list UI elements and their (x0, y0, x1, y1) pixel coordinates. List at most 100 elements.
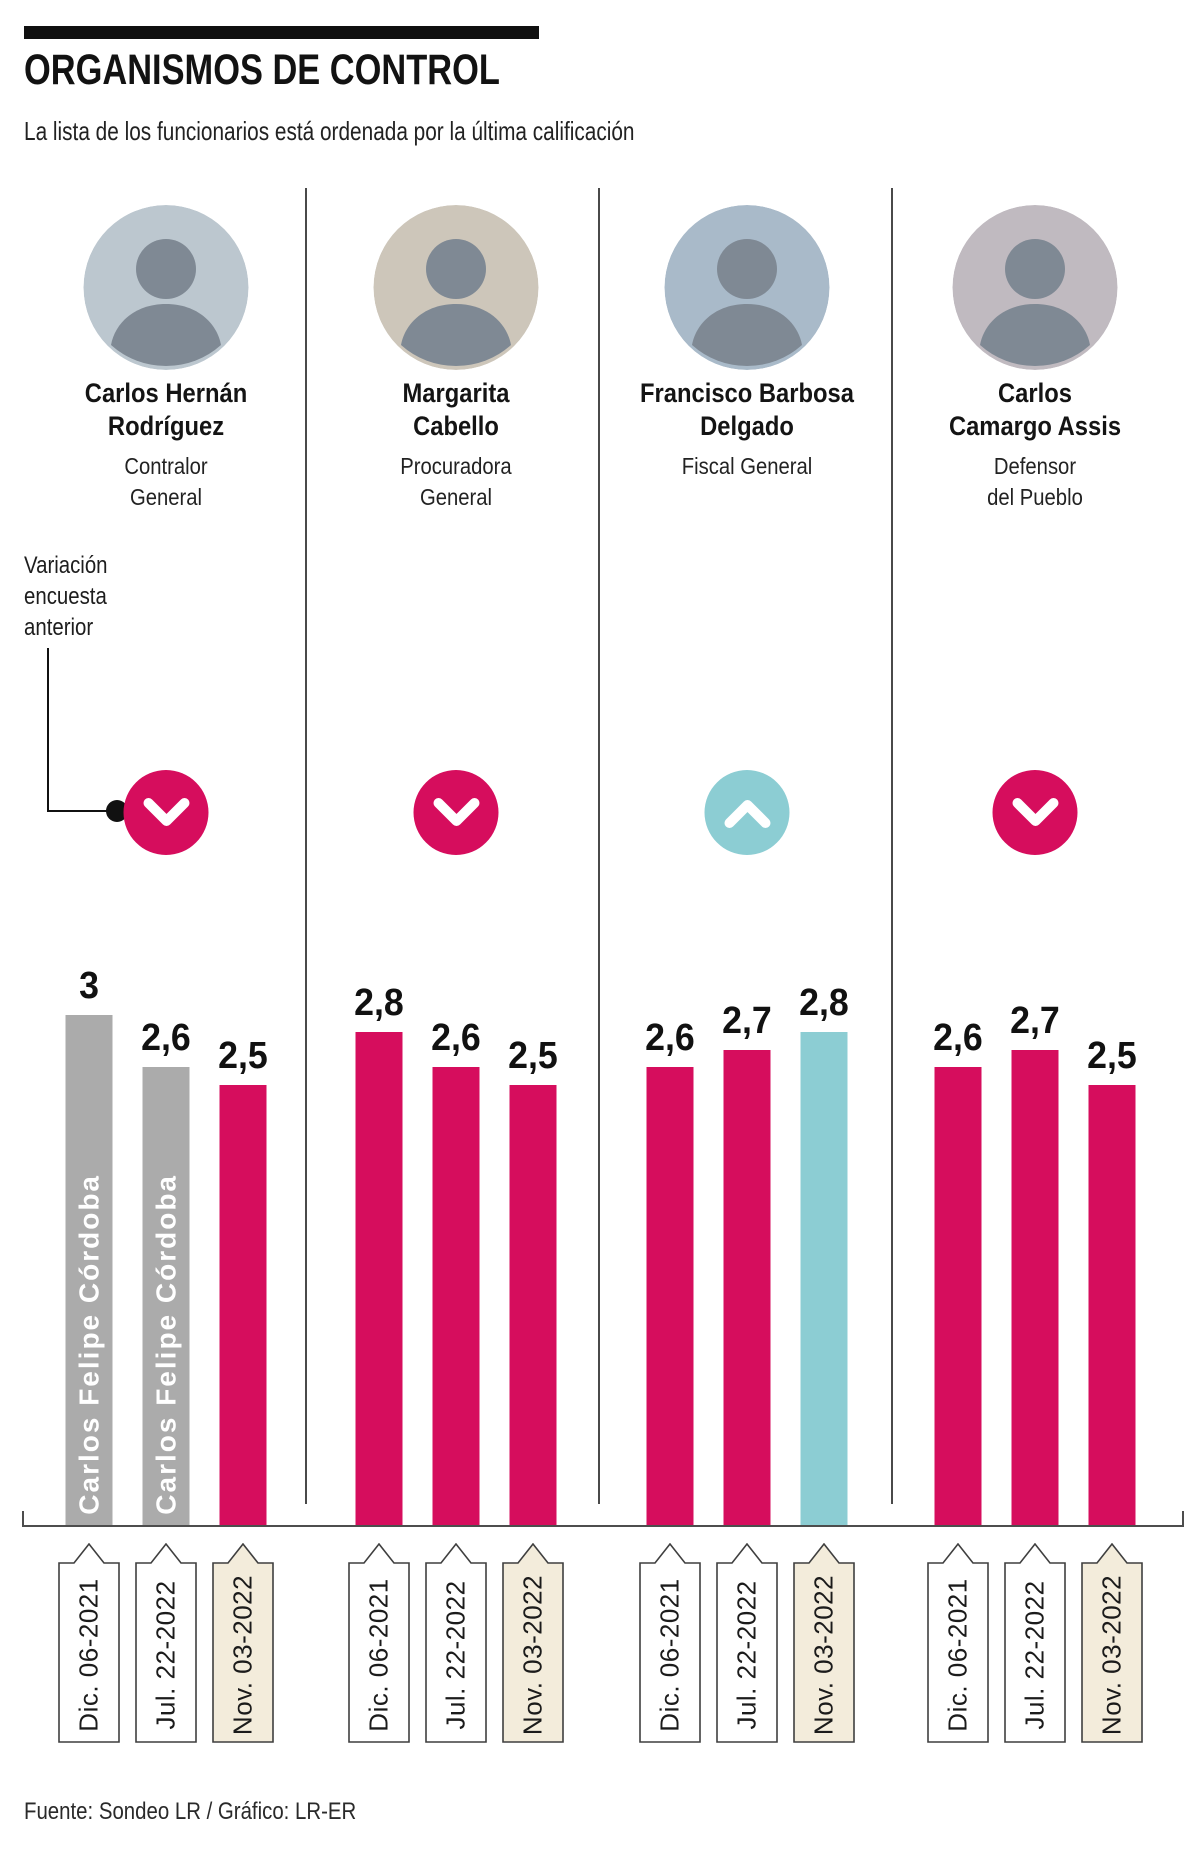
bar-slot: 3 Carlos Felipe Córdoba (65, 965, 113, 1525)
official-role: Procuradora General (400, 453, 512, 510)
bar-group: 2,6 2,7 2,5 (933, 965, 1137, 1525)
value-label: 3 (79, 965, 99, 1007)
date-tag-label: Jul. 22-2022 (150, 1580, 181, 1730)
portrait-photo (83, 205, 249, 370)
date-tag-row: Dic. 06-2021 Jul. 22-2022 Nov. 03-2022 (639, 1543, 855, 1743)
date-tag: Dic. 06-2021 (639, 1543, 701, 1743)
bar-group: 3 Carlos Felipe Córdoba 2,6 Carlos Felip… (65, 965, 268, 1525)
date-tag: Nov. 03-2022 (212, 1543, 274, 1743)
official-column: Margarita Cabello Procuradora General 2,… (306, 205, 606, 1743)
variation-annotation-label: Variación encuesta anterior (24, 552, 108, 641)
page-subtitle: La lista de los funcionarios está ordena… (24, 116, 635, 146)
value-label: 2,7 (1010, 1000, 1060, 1042)
official-role: Defensor del Pueblo (987, 453, 1083, 510)
date-tag-label: Nov. 03-2022 (1096, 1574, 1127, 1736)
official-role: Contralor General (124, 453, 208, 510)
bar-inner-label: Carlos Felipe Córdoba (150, 1174, 181, 1515)
bar-slot: 2,5 (218, 965, 268, 1525)
chevron-up-icon (724, 799, 770, 828)
value-label: 2,8 (354, 982, 404, 1024)
bar-group: 2,6 2,7 2,8 (645, 965, 849, 1525)
date-tag-label: Nov. 03-2022 (517, 1574, 548, 1736)
date-tag: Dic. 06-2021 (58, 1543, 120, 1743)
variation-indicator (992, 770, 1078, 855)
bar-slot: 2,6 Carlos Felipe Córdoba (141, 965, 191, 1525)
official-column: Carlos Hernán Rodríguez Contralor Genera… (16, 205, 316, 1743)
rating-bar: Carlos Felipe Córdoba (142, 1067, 190, 1525)
rating-bar (1088, 1085, 1136, 1525)
bar-group: 2,8 2,6 2,5 (354, 965, 558, 1525)
official-column: Francisco Barbosa Delgado Fiscal General… (597, 205, 897, 1743)
chevron-down-icon (433, 797, 479, 826)
column-divider (598, 188, 600, 1504)
bar-slot: 2,7 (1010, 965, 1060, 1525)
date-tag: Nov. 03-2022 (1081, 1543, 1143, 1743)
person-silhouette-icon (373, 205, 539, 370)
value-label: 2,6 (645, 1017, 695, 1059)
date-tag-row: Dic. 06-2021 Jul. 22-2022 Nov. 03-2022 (58, 1543, 274, 1743)
date-tag-label: Jul. 22-2022 (731, 1580, 762, 1730)
date-tag-row: Dic. 06-2021 Jul. 22-2022 Nov. 03-2022 (348, 1543, 564, 1743)
portrait-photo (952, 205, 1118, 370)
column-divider (891, 188, 893, 1504)
date-tag-row: Dic. 06-2021 Jul. 22-2022 Nov. 03-2022 (927, 1543, 1143, 1743)
variation-indicator (704, 770, 790, 855)
value-label: 2,5 (508, 1035, 558, 1077)
date-tag: Dic. 06-2021 (348, 1543, 410, 1743)
date-tag: Dic. 06-2021 (927, 1543, 989, 1743)
rating-bar (800, 1032, 848, 1525)
value-label: 2,6 (431, 1017, 481, 1059)
rating-bar (1011, 1050, 1059, 1525)
bar-slot: 2,6 (431, 965, 481, 1525)
rating-bar (355, 1032, 403, 1525)
date-tag-label: Nov. 03-2022 (227, 1574, 258, 1736)
date-tag: Jul. 22-2022 (135, 1543, 197, 1743)
value-label: 2,7 (722, 1000, 772, 1042)
date-tag: Jul. 22-2022 (425, 1543, 487, 1743)
bar-slot: 2,5 (508, 965, 558, 1525)
rating-bar (723, 1050, 771, 1525)
person-silhouette-icon (664, 205, 830, 370)
date-tag-label: Dic. 06-2021 (363, 1578, 394, 1732)
rating-bar (934, 1067, 982, 1525)
variation-indicator (123, 770, 209, 855)
bar-slot: 2,6 (933, 965, 983, 1525)
rating-bar (646, 1067, 694, 1525)
portrait-photo (664, 205, 830, 370)
official-role: Fiscal General (681, 453, 813, 479)
rating-bar: Carlos Felipe Córdoba (65, 1015, 113, 1525)
rating-bar (219, 1085, 267, 1525)
person-silhouette-icon (952, 205, 1118, 370)
official-name: Margarita Cabello (402, 378, 510, 441)
column-divider (305, 188, 307, 1504)
value-label: 2,5 (218, 1035, 268, 1077)
axis-baseline (22, 1511, 1184, 1527)
bar-inner-label: Carlos Felipe Córdoba (73, 1174, 104, 1515)
bar-slot: 2,5 (1087, 965, 1137, 1525)
annotation-connector (47, 810, 107, 812)
portrait-photo (373, 205, 539, 370)
official-name: Carlos Camargo Assis (948, 378, 1122, 441)
date-tag: Jul. 22-2022 (1004, 1543, 1066, 1743)
date-tag: Jul. 22-2022 (716, 1543, 778, 1743)
rating-bar (509, 1085, 557, 1525)
date-tag-label: Nov. 03-2022 (808, 1574, 839, 1736)
annotation-connector (47, 648, 49, 812)
bar-slot: 2,7 (722, 965, 772, 1525)
source-note: Fuente: Sondeo LR / Gráfico: LR-ER (24, 1798, 357, 1825)
chevron-down-icon (1012, 797, 1058, 826)
official-column: Carlos Camargo Assis Defensor del Pueblo… (885, 205, 1185, 1743)
bar-slot: 2,8 (799, 965, 849, 1525)
value-label: 2,8 (799, 982, 849, 1024)
date-tag: Nov. 03-2022 (502, 1543, 564, 1743)
rating-bar (432, 1067, 480, 1525)
date-tag-label: Dic. 06-2021 (73, 1578, 104, 1732)
date-tag-label: Dic. 06-2021 (942, 1578, 973, 1732)
variation-indicator (413, 770, 499, 855)
annotation-dot (106, 800, 128, 822)
official-name: Francisco Barbosa Delgado (640, 378, 854, 441)
bar-slot: 2,6 (645, 965, 695, 1525)
date-tag-label: Jul. 22-2022 (440, 1580, 471, 1730)
value-label: 2,6 (141, 1017, 191, 1059)
